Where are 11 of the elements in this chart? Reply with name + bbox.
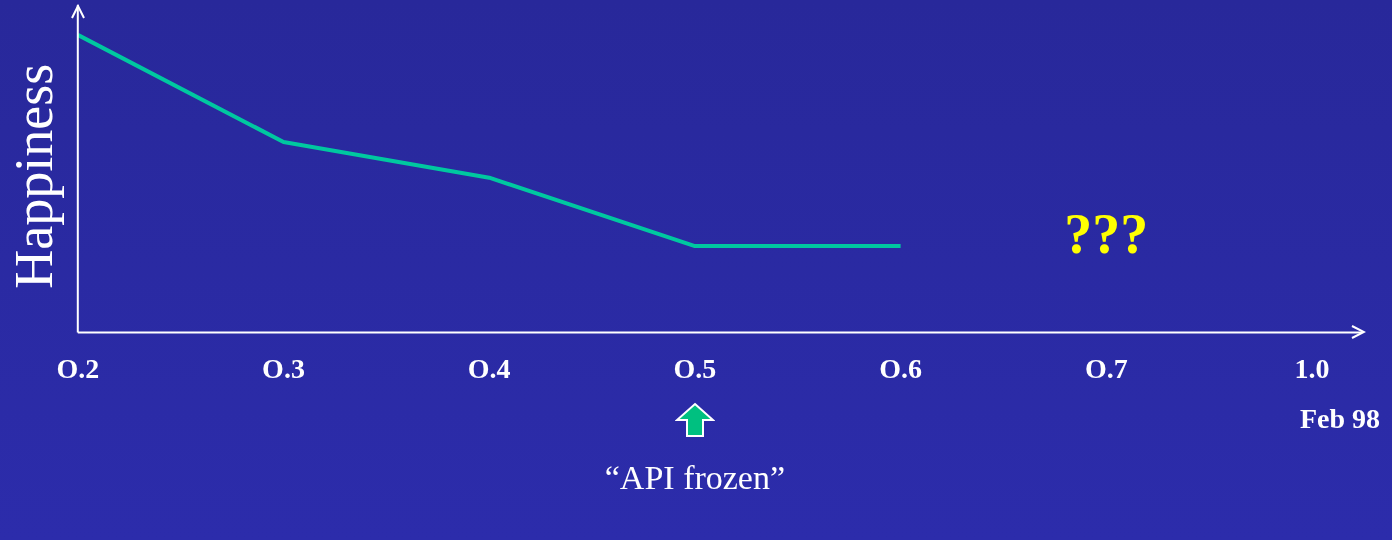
x-tick-label: O.7 (1084, 353, 1128, 385)
x-tick-label: O.5 (673, 353, 717, 385)
y-axis-title: Happiness (3, 63, 64, 289)
x-tick-label: O.6 (879, 353, 922, 385)
annotation: ??? (1064, 202, 1149, 265)
x-tick-label: O.4 (467, 353, 511, 385)
x-tick-label: O.3 (262, 353, 305, 385)
x-tick-label: 1.0 (1294, 353, 1330, 385)
text: Feb 98 (1299, 402, 1381, 434)
text: “API frozen” (604, 459, 786, 497)
x-tick-label: O.2 (56, 353, 100, 385)
